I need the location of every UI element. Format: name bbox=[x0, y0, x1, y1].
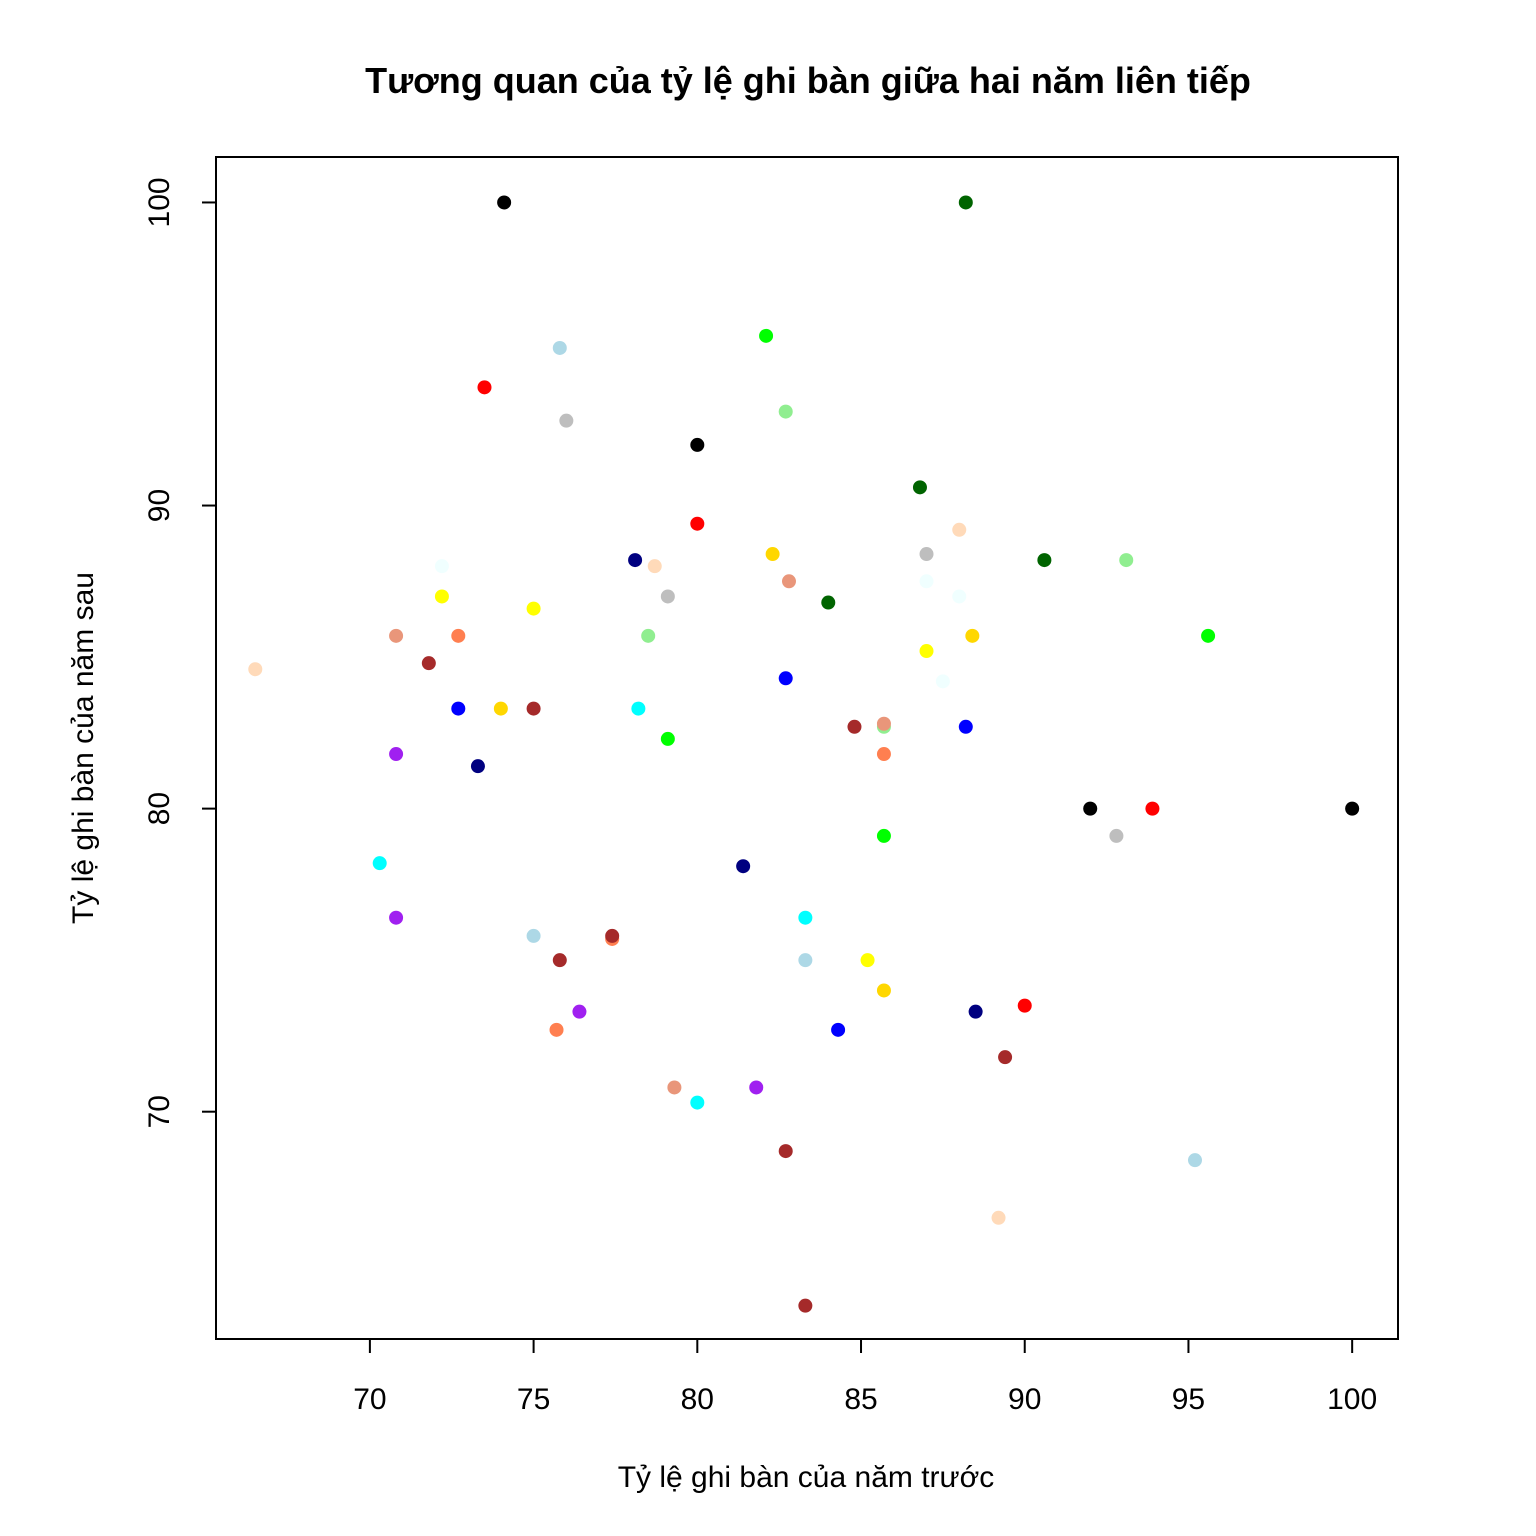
data-point bbox=[660, 731, 675, 746]
y-axis: 70 80 90 100 bbox=[143, 177, 217, 1128]
data-point bbox=[389, 628, 404, 643]
x-tick-label: 95 bbox=[1172, 1383, 1205, 1416]
data-point bbox=[952, 589, 967, 604]
data-point bbox=[389, 910, 404, 925]
x-tick-label: 100 bbox=[1327, 1383, 1377, 1416]
y-tick-label: 70 bbox=[143, 1095, 176, 1128]
data-point bbox=[919, 547, 934, 562]
data-point bbox=[526, 701, 541, 716]
data-point bbox=[952, 522, 967, 537]
data-point bbox=[876, 747, 891, 762]
data-point bbox=[690, 437, 705, 452]
data-point bbox=[605, 928, 620, 943]
data-point bbox=[759, 328, 774, 343]
data-point bbox=[765, 547, 780, 562]
x-tick-label: 85 bbox=[844, 1383, 877, 1416]
x-tick-label: 90 bbox=[1008, 1383, 1041, 1416]
data-point bbox=[451, 701, 466, 716]
data-point bbox=[549, 1022, 564, 1037]
data-point bbox=[1187, 1153, 1202, 1168]
data-point bbox=[876, 716, 891, 731]
data-point bbox=[798, 1298, 813, 1313]
data-point bbox=[372, 856, 387, 871]
data-point bbox=[421, 656, 436, 671]
data-point bbox=[991, 1210, 1006, 1225]
data-point bbox=[1119, 553, 1134, 568]
data-point bbox=[1345, 801, 1360, 816]
x-axis-label: Tỷ lệ ghi bàn của năm trước bbox=[618, 1461, 995, 1494]
data-point bbox=[667, 1080, 682, 1095]
y-tick-label: 90 bbox=[143, 489, 176, 522]
chart-title: Tương quan của tỷ lệ ghi bàn giữa hai nă… bbox=[365, 60, 1251, 101]
data-point bbox=[736, 859, 751, 874]
data-point bbox=[1017, 998, 1032, 1013]
data-point bbox=[778, 671, 793, 686]
data-point bbox=[968, 1004, 983, 1019]
data-point bbox=[778, 1144, 793, 1159]
data-point bbox=[660, 589, 675, 604]
data-point bbox=[552, 953, 567, 968]
data-point bbox=[1083, 801, 1098, 816]
data-point bbox=[1109, 828, 1124, 843]
data-point bbox=[389, 747, 404, 762]
data-point bbox=[526, 928, 541, 943]
data-point bbox=[690, 1095, 705, 1110]
data-point bbox=[1145, 801, 1160, 816]
data-point bbox=[965, 628, 980, 643]
x-tick-label: 80 bbox=[681, 1383, 714, 1416]
data-point bbox=[919, 644, 934, 659]
data-point bbox=[798, 910, 813, 925]
data-point bbox=[434, 589, 449, 604]
data-point bbox=[958, 195, 973, 210]
data-point bbox=[821, 595, 836, 610]
data-point bbox=[778, 404, 793, 419]
data-point bbox=[847, 719, 862, 734]
y-tick-label: 100 bbox=[143, 177, 176, 227]
x-tick-label: 75 bbox=[517, 1383, 550, 1416]
data-point bbox=[248, 662, 263, 677]
data-point bbox=[998, 1050, 1013, 1065]
data-points bbox=[248, 195, 1360, 1313]
data-point bbox=[958, 719, 973, 734]
data-point bbox=[470, 759, 485, 774]
data-point bbox=[552, 340, 567, 355]
x-tick-label: 70 bbox=[353, 1383, 386, 1416]
data-point bbox=[647, 559, 662, 574]
data-point bbox=[919, 574, 934, 589]
data-point bbox=[477, 380, 492, 395]
data-point bbox=[572, 1004, 587, 1019]
data-point bbox=[434, 559, 449, 574]
data-point bbox=[860, 953, 875, 968]
data-point bbox=[559, 413, 574, 428]
data-point bbox=[493, 701, 508, 716]
data-point bbox=[876, 828, 891, 843]
data-point bbox=[781, 574, 796, 589]
data-point bbox=[631, 701, 646, 716]
data-point bbox=[1037, 553, 1052, 568]
y-tick-label: 80 bbox=[143, 792, 176, 825]
data-point bbox=[1201, 628, 1216, 643]
data-point bbox=[451, 628, 466, 643]
data-point bbox=[749, 1080, 764, 1095]
data-point bbox=[912, 480, 927, 495]
x-axis: 70 75 80 85 90 95 100 bbox=[353, 1338, 1377, 1416]
data-point bbox=[876, 983, 891, 998]
data-point bbox=[526, 601, 541, 616]
data-point bbox=[628, 553, 643, 568]
data-point bbox=[831, 1022, 846, 1037]
data-point bbox=[690, 516, 705, 531]
data-point bbox=[497, 195, 512, 210]
y-axis-label: Tỷ lệ ghi bàn của năm sau bbox=[67, 572, 100, 924]
data-point bbox=[935, 674, 950, 689]
data-point bbox=[641, 628, 656, 643]
data-point bbox=[798, 953, 813, 968]
